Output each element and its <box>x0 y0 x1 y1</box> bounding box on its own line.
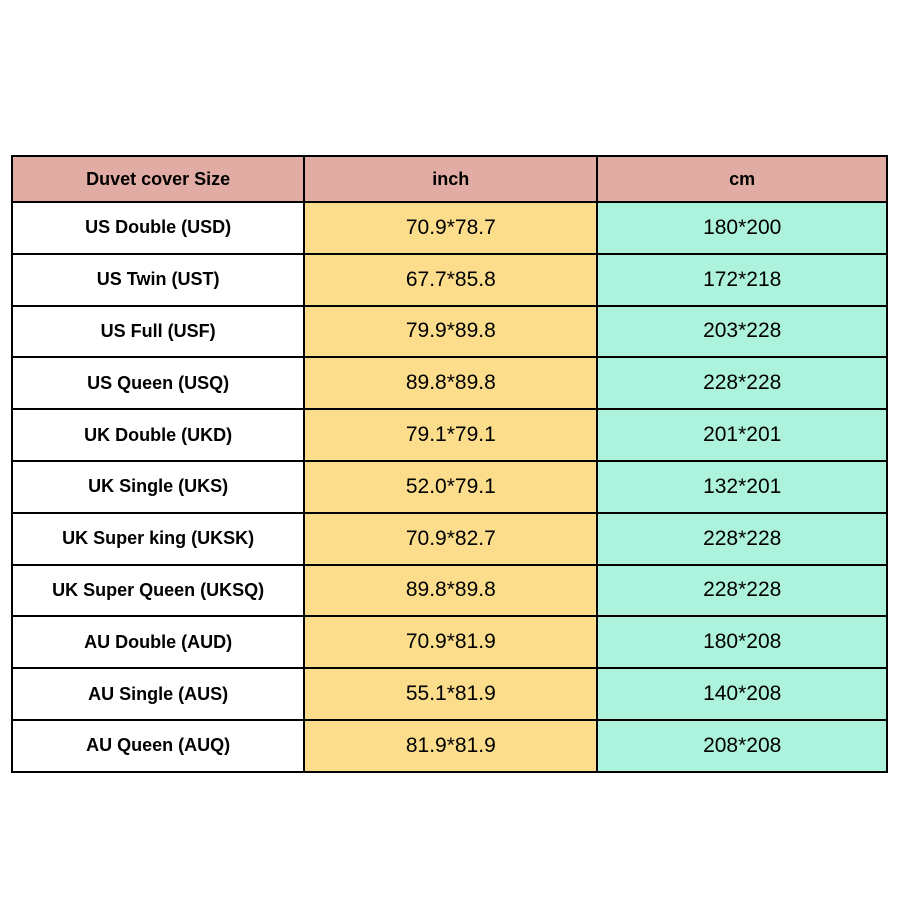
size-cell: US Full (USF) <box>10 304 306 359</box>
inch-cell: 70.9*82.7 <box>303 511 599 566</box>
cm-cell: 228*228 <box>596 511 888 566</box>
size-cell: AU Double (AUD) <box>10 615 306 670</box>
table-row: US Twin (UST) 67.7*85.8 172*218 <box>10 252 888 307</box>
table-row: US Double (USD) 70.9*78.7 180*200 <box>10 201 888 255</box>
size-cell: AU Single (AUS) <box>10 667 306 721</box>
size-cell: US Twin (UST) <box>10 252 306 307</box>
table-row: UK Double (UKD) 79.1*79.1 201*201 <box>10 408 888 462</box>
size-cell: US Double (USD) <box>10 201 306 255</box>
inch-cell: 89.8*89.8 <box>303 356 599 411</box>
table-row: UK Super king (UKSK) 70.9*82.7 228*228 <box>10 511 888 566</box>
inch-cell: 70.9*78.7 <box>303 201 599 255</box>
table-row: UK Super Queen (UKSQ) 89.8*89.8 228*228 <box>10 563 888 618</box>
cm-cell: 180*200 <box>596 201 888 255</box>
table-row: US Queen (USQ) 89.8*89.8 228*228 <box>10 356 888 411</box>
cm-cell: 228*228 <box>596 356 888 411</box>
cm-cell: 132*201 <box>596 459 888 514</box>
cm-cell: 208*208 <box>596 718 888 773</box>
inch-cell: 55.1*81.9 <box>303 667 599 721</box>
duvet-size-table: Duvet cover Size inch cm US Double (USD)… <box>10 155 888 773</box>
cm-cell: 140*208 <box>596 667 888 721</box>
column-header-size: Duvet cover Size <box>10 155 306 203</box>
table-row: AU Single (AUS) 55.1*81.9 140*208 <box>10 667 888 721</box>
size-cell: UK Double (UKD) <box>10 408 306 462</box>
table-row: AU Double (AUD) 70.9*81.9 180*208 <box>10 615 888 670</box>
column-header-cm: cm <box>596 155 888 203</box>
cm-cell: 201*201 <box>596 408 888 462</box>
size-cell: US Queen (USQ) <box>10 356 306 411</box>
inch-cell: 79.9*89.8 <box>303 304 599 359</box>
inch-cell: 79.1*79.1 <box>303 408 599 462</box>
table-row: UK Single (UKS) 52.0*79.1 132*201 <box>10 459 888 514</box>
cm-cell: 180*208 <box>596 615 888 670</box>
inch-cell: 89.8*89.8 <box>303 563 599 618</box>
size-cell: AU Queen (AUQ) <box>10 718 306 773</box>
table-row: US Full (USF) 79.9*89.8 203*228 <box>10 304 888 359</box>
inch-cell: 70.9*81.9 <box>303 615 599 670</box>
cm-cell: 203*228 <box>596 304 888 359</box>
column-header-inch: inch <box>303 155 599 203</box>
cm-cell: 172*218 <box>596 252 888 307</box>
table-header-row: Duvet cover Size inch cm <box>10 155 888 203</box>
size-cell: UK Super king (UKSK) <box>10 511 306 566</box>
size-cell: UK Single (UKS) <box>10 459 306 514</box>
table-row: AU Queen (AUQ) 81.9*81.9 208*208 <box>10 718 888 773</box>
inch-cell: 52.0*79.1 <box>303 459 599 514</box>
inch-cell: 81.9*81.9 <box>303 718 599 773</box>
cm-cell: 228*228 <box>596 563 888 618</box>
inch-cell: 67.7*85.8 <box>303 252 599 307</box>
size-cell: UK Super Queen (UKSQ) <box>10 563 306 618</box>
